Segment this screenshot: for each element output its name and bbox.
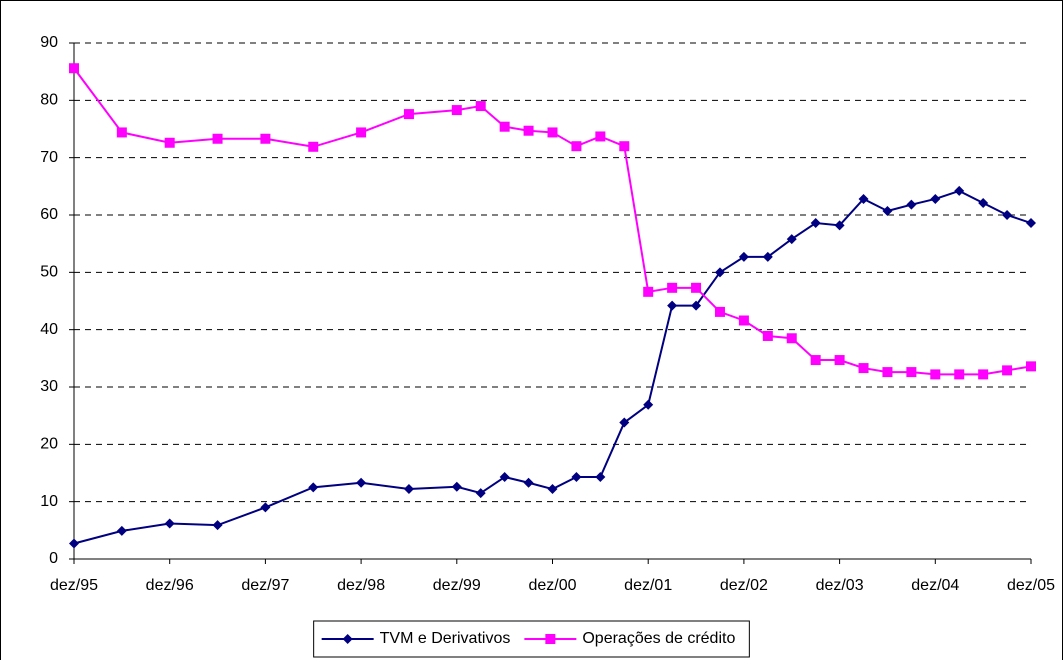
data-point <box>691 282 702 293</box>
x-tick-label: dez/04 <box>911 577 959 594</box>
y-tick-label: 90 <box>40 34 58 51</box>
y-tick-label: 60 <box>40 206 58 223</box>
x-tick-label: dez/97 <box>241 577 289 594</box>
x-tick-label: dez/95 <box>50 577 98 594</box>
data-point <box>691 300 702 311</box>
data-point <box>906 367 917 378</box>
legend: TVM e Derivativos Operações de crédito <box>313 620 750 658</box>
y-tick-label: 80 <box>40 92 58 109</box>
x-tick-label: dez/00 <box>528 577 576 594</box>
data-point <box>451 105 462 116</box>
data-point <box>69 63 79 74</box>
data-point <box>212 133 223 144</box>
data-point <box>834 220 845 231</box>
data-point <box>810 218 821 229</box>
data-point <box>786 234 797 245</box>
legend-label: TVM e Derivativos <box>380 630 511 647</box>
data-point <box>882 367 893 378</box>
x-tick-label: dez/02 <box>720 577 768 594</box>
data-point <box>308 141 319 152</box>
data-point <box>403 109 414 120</box>
data-point <box>954 185 965 196</box>
data-point <box>475 101 486 112</box>
data-point <box>164 137 175 148</box>
data-point <box>954 369 965 380</box>
data-point <box>212 520 223 531</box>
x-tick-label: dez/96 <box>146 577 194 594</box>
x-tick-label: dez/03 <box>816 577 864 594</box>
data-point <box>643 399 654 410</box>
data-point <box>308 482 319 493</box>
y-tick-label: 50 <box>40 264 58 281</box>
data-point <box>738 251 749 262</box>
data-point <box>403 484 414 495</box>
data-point <box>523 125 534 136</box>
data-point <box>858 363 869 374</box>
legend-marker <box>342 634 353 644</box>
data-point <box>595 131 606 142</box>
data-point <box>1026 361 1036 372</box>
data-point <box>930 193 941 204</box>
data-point <box>69 538 79 549</box>
data-point <box>906 199 917 210</box>
data-point <box>667 300 678 311</box>
x-tick-label: dez/98 <box>337 577 385 594</box>
legend-label: Operações de crédito <box>582 630 735 647</box>
data-point <box>930 369 941 380</box>
data-point <box>547 127 558 138</box>
x-tick-label: dez/99 <box>433 577 481 594</box>
data-point <box>571 141 582 152</box>
data-point <box>762 251 773 262</box>
data-point <box>164 518 175 529</box>
data-point <box>762 330 773 341</box>
data-point <box>619 141 630 152</box>
y-tick-label: 10 <box>40 493 58 510</box>
data-point <box>1002 210 1013 220</box>
data-point <box>978 197 989 208</box>
data-point <box>810 355 821 366</box>
data-point <box>858 193 869 204</box>
data-point <box>619 417 630 428</box>
y-tick-label: 20 <box>40 436 58 453</box>
legend-marker <box>545 634 556 644</box>
data-point <box>738 315 749 326</box>
data-point <box>523 477 534 488</box>
data-point <box>499 121 510 132</box>
data-point <box>451 481 462 492</box>
data-point <box>356 127 367 138</box>
data-point <box>714 306 725 317</box>
data-point <box>475 488 486 499</box>
data-point <box>260 133 271 144</box>
y-tick-label: 70 <box>40 149 58 166</box>
data-point <box>978 369 989 380</box>
data-point <box>260 502 271 513</box>
data-point <box>116 127 127 138</box>
data-point <box>499 472 510 483</box>
data-point <box>571 472 582 483</box>
data-point <box>643 286 654 297</box>
data-point <box>1002 365 1013 376</box>
data-point <box>595 472 606 483</box>
data-point <box>834 355 845 366</box>
data-point <box>714 267 725 278</box>
data-point <box>882 205 893 216</box>
data-point <box>547 484 558 495</box>
x-tick-label: dez/05 <box>1007 577 1055 594</box>
data-point <box>786 333 797 344</box>
x-tick-label: dez/01 <box>624 577 672 594</box>
y-tick-label: 30 <box>40 378 58 395</box>
data-point <box>1026 218 1036 229</box>
data-point <box>356 477 367 488</box>
y-tick-label: 40 <box>40 321 58 338</box>
data-point <box>667 282 678 293</box>
data-point <box>116 525 127 536</box>
y-tick-label: 0 <box>49 550 58 567</box>
